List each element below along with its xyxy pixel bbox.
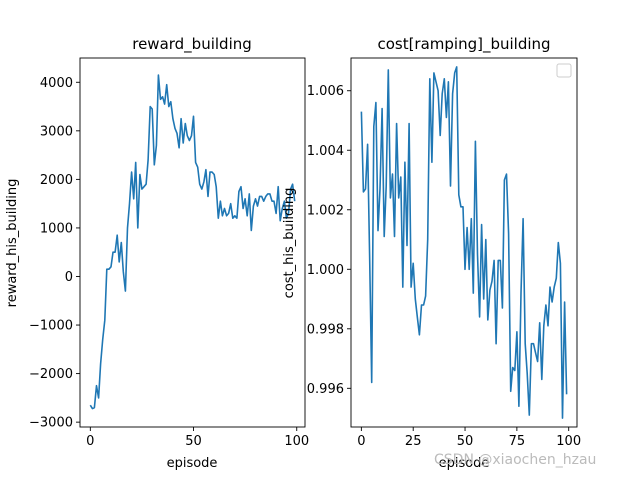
x-axis-label: episode bbox=[167, 456, 218, 471]
y-tick-label: 0.998 bbox=[307, 322, 344, 337]
x-tick-label: 100 bbox=[284, 434, 309, 449]
y-tick-label: 1.006 bbox=[307, 84, 344, 99]
y-tick-label: −1000 bbox=[29, 319, 73, 334]
y-tick-label: 1.002 bbox=[307, 203, 344, 218]
x-tick-label: 100 bbox=[556, 434, 581, 449]
x-ticks: 0 25 50 75 100 bbox=[357, 427, 581, 449]
y-axis-label: cost_his_building bbox=[282, 188, 297, 299]
y-tick-label: 3000 bbox=[40, 124, 73, 139]
y-tick-label: 4000 bbox=[40, 76, 73, 91]
chart-title: reward_building bbox=[132, 35, 252, 54]
y-tick-label: 1.004 bbox=[307, 144, 344, 159]
legend-box bbox=[556, 63, 572, 78]
y-tick-label: 1000 bbox=[40, 221, 73, 236]
chart-title: cost[ramping]_building bbox=[377, 35, 550, 54]
x-ticks: 0 50 100 bbox=[86, 427, 309, 449]
y-tick-label: 0 bbox=[65, 270, 73, 285]
y-ticks: 0.996 0.998 1.000 1.002 1.004 1.006 bbox=[307, 84, 351, 397]
subplot-cost-ramping-building: cost[ramping]_building 0.996 0.998 1.000 1.… bbox=[282, 35, 581, 471]
x-tick-label: 50 bbox=[457, 434, 474, 449]
y-tick-label: −2000 bbox=[29, 367, 73, 382]
subplot-reward-building: reward_building −3000−2000−1000010002000… bbox=[5, 35, 309, 471]
watermark: CSDN @xiaochen_hzau bbox=[434, 452, 597, 468]
x-tick-label: 25 bbox=[405, 434, 422, 449]
y-axis-label: reward_his_building bbox=[5, 179, 20, 308]
x-tick-label: 0 bbox=[357, 434, 365, 449]
y-tick-label: 1.000 bbox=[307, 263, 344, 278]
x-tick-label: 75 bbox=[509, 434, 526, 449]
x-tick-label: 50 bbox=[185, 434, 202, 449]
x-tick-label: 0 bbox=[86, 434, 94, 449]
series-line bbox=[89, 74, 296, 410]
x-axis-label: episode bbox=[439, 456, 490, 471]
y-tick-label: 2000 bbox=[40, 173, 73, 188]
y-tick-label: 0.996 bbox=[307, 382, 344, 397]
y-tick-label: −3000 bbox=[29, 416, 73, 431]
y-ticks: −3000 −2000 −1000 0 1000 2000 3000 4000 bbox=[29, 76, 80, 431]
axes-frame bbox=[79, 57, 306, 428]
axes-frame bbox=[350, 57, 578, 428]
series-line bbox=[360, 66, 568, 419]
